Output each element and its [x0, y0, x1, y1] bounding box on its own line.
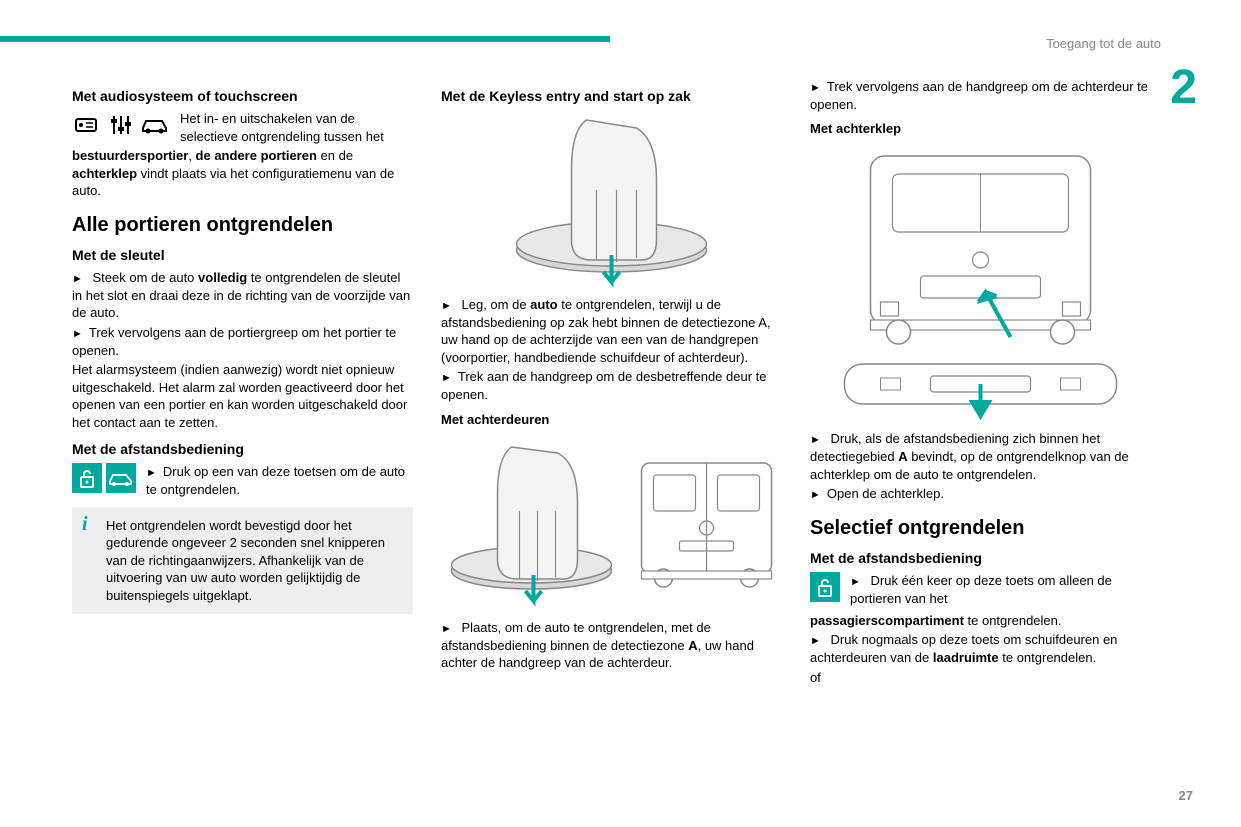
breadcrumb: Toegang tot de auto [1046, 36, 1161, 51]
radio-icon [72, 110, 102, 140]
heading-unlock-all: Alle portieren ontgrendelen [72, 214, 413, 237]
sel-remote-row: Druk één keer op deze toets om alleen de… [810, 572, 1151, 607]
heading-tailgate: Met achterklep [810, 121, 1151, 136]
page-number: 27 [1179, 788, 1193, 803]
chapter-number: 2 [1170, 60, 1197, 115]
illustration-hand-rear-van [441, 433, 782, 611]
remote-step-1: Druk op een van deze toetsen om de auto … [140, 463, 413, 498]
keyless-step-2: Trek aan de handgreep om de desbetreffen… [441, 368, 782, 403]
info-text: Het ontgrendelen wordt bevestigd door he… [84, 517, 401, 605]
header-accent-bar [0, 36, 610, 42]
column-2: Met de Keyless entry and start op zak Le… [441, 78, 782, 688]
audio-icons-row: Het in- en uitschakelen van de selectiev… [72, 110, 413, 145]
col3-step-1: Trek vervolgens aan de handgreep om de a… [810, 78, 1151, 113]
sel-step-2: Druk nogmaals op deze toets om schuifdeu… [810, 631, 1151, 666]
heading-with-remote: Met de afstandsbediening [72, 441, 413, 457]
sel-step-1-cont: passagierscompartiment te ontgrendelen. [810, 612, 1151, 630]
audio-text: Het in- en uitschakelen van de selectiev… [174, 110, 413, 145]
heading-keyless: Met de Keyless entry and start op zak [441, 88, 782, 104]
car-open-icon [106, 463, 136, 493]
remote-icons-row: Druk op een van deze toetsen om de auto … [72, 463, 413, 498]
heading-selective-unlock: Selectief ontgrendelen [810, 517, 1151, 540]
column-3: Trek vervolgens aan de handgreep om de a… [810, 78, 1151, 688]
audio-paragraph-cont: bestuurdersportier, de andere portieren … [72, 147, 413, 200]
heading-sel-remote: Met de afstandsbediening [810, 550, 1151, 566]
key-step-1: Steek om de auto volledig te ontgrendele… [72, 269, 413, 322]
sel-step-1: Druk één keer op deze toets om alleen de… [844, 572, 1151, 607]
info-icon: i [82, 511, 88, 538]
settings-sliders-icon [106, 110, 136, 140]
heading-audiosystem: Met audiosysteem of touchscreen [72, 88, 413, 104]
key-alarm-note: Het alarmsysteem (indien aanwezig) wordt… [72, 361, 413, 431]
rear-step-1: Plaats, om de auto te ontgrendelen, met … [441, 619, 782, 672]
heading-with-key: Met de sleutel [72, 247, 413, 263]
keyless-step-1: Leg, om de auto te ontgrendelen, terwijl… [441, 296, 782, 366]
column-1: Met audiosysteem of touchscreen Het in- … [72, 78, 413, 688]
unlock-icon [72, 463, 102, 493]
illustration-tailgate [810, 142, 1151, 422]
tailgate-step-1: Druk, als de afstandsbediening zich binn… [810, 430, 1151, 483]
illustration-hand-handle [441, 110, 782, 288]
tailgate-step-2: Open de achterklep. [810, 485, 1151, 503]
unlock-icon [810, 572, 840, 602]
heading-rear-doors: Met achterdeuren [441, 412, 782, 427]
sel-or: of [810, 669, 1151, 687]
key-step-2: Trek vervolgens aan de portiergreep om h… [72, 324, 413, 359]
content-columns: Met audiosysteem of touchscreen Het in- … [72, 78, 1151, 688]
info-box: i Het ontgrendelen wordt bevestigd door … [72, 507, 413, 615]
vehicle-icon [140, 110, 170, 140]
